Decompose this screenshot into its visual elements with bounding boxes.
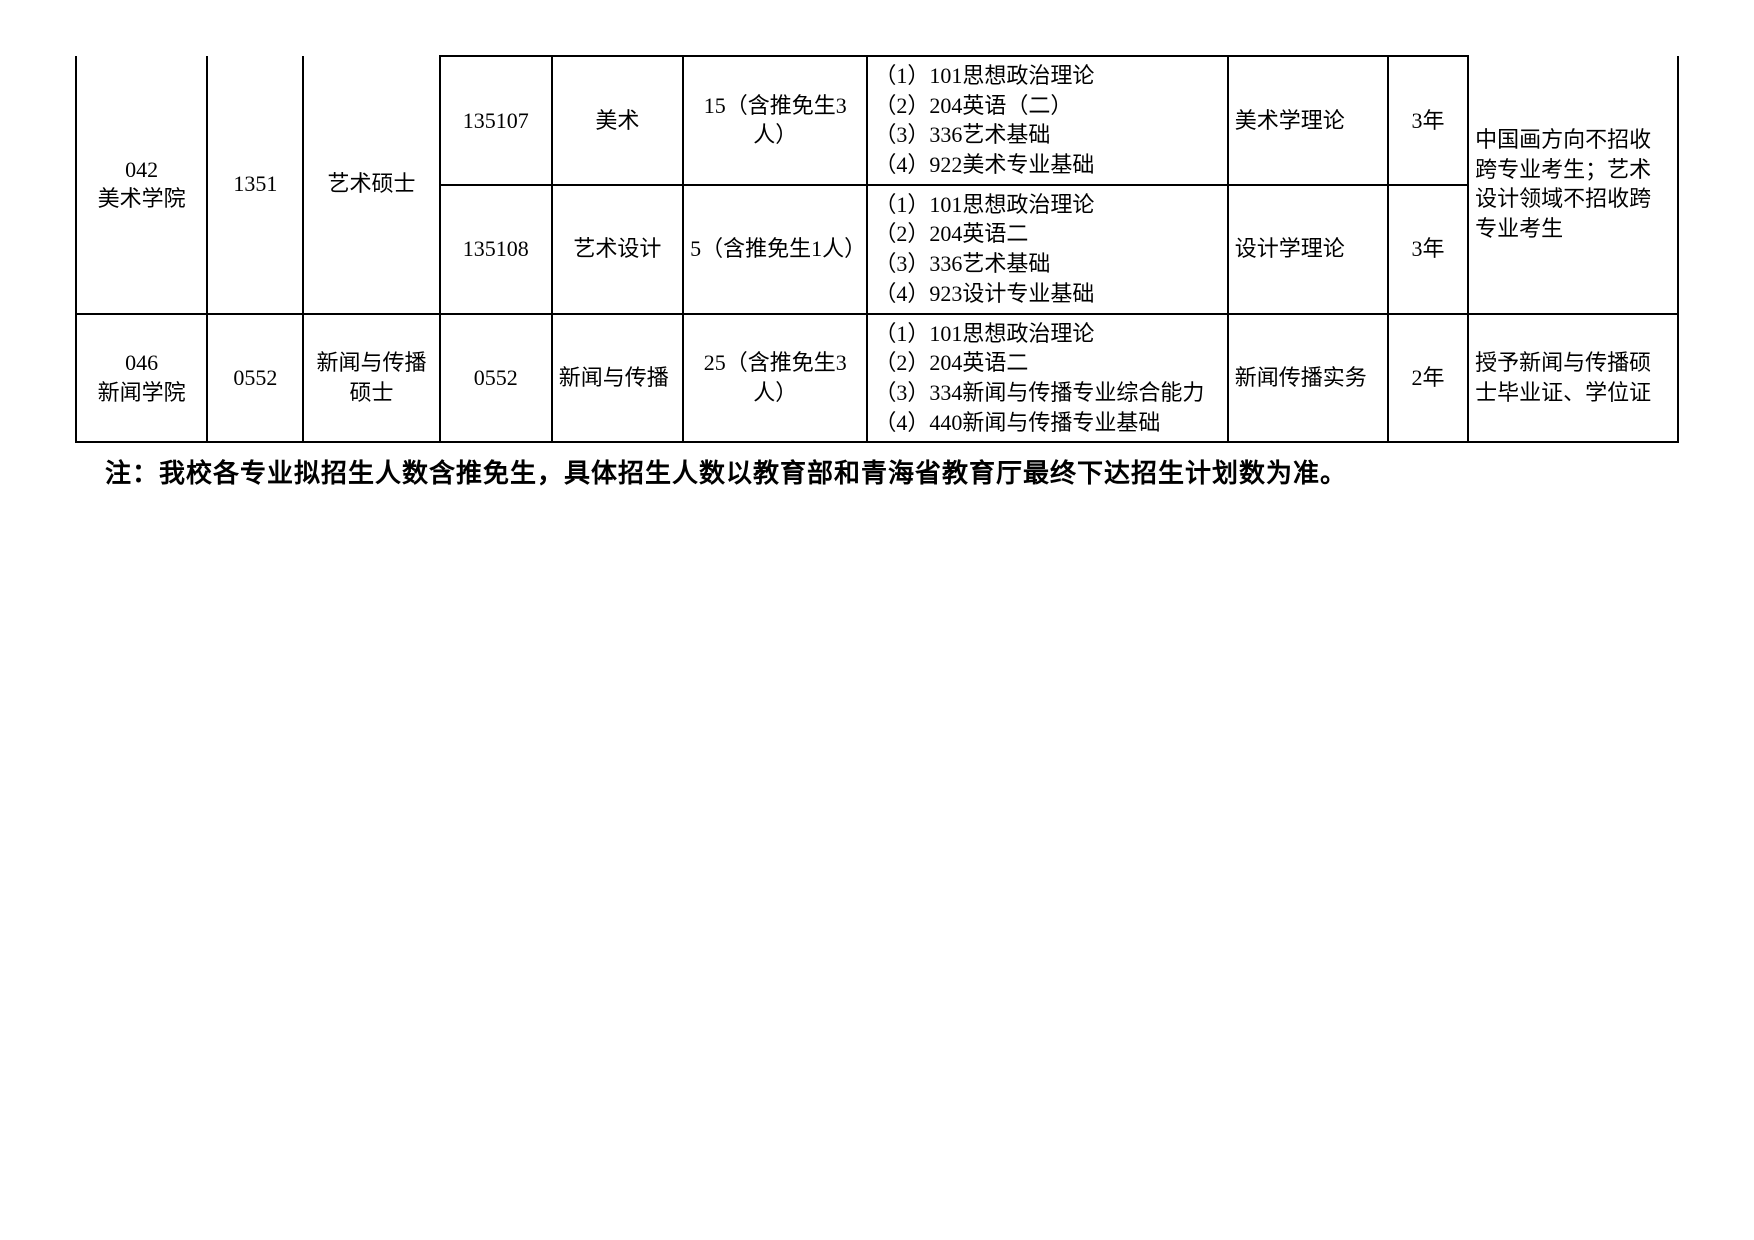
table-cell: （1）101思想政治理论（2）204英语（二）（3）336艺术基础（4）922美… xyxy=(867,56,1227,185)
table-cell: 中国画方向不招收跨专业考生；艺术设计领域不招收跨专业考生 xyxy=(1468,56,1678,314)
table-cell: 5（含推免生1人） xyxy=(683,185,867,314)
table-cell: 0552 xyxy=(440,314,552,443)
table-cell: 0552 xyxy=(207,314,303,443)
table-cell: （1）101思想政治理论（2）204英语二（3）334新闻与传播专业综合能力（4… xyxy=(867,314,1227,443)
table-cell: 25（含推免生3人） xyxy=(683,314,867,443)
table-cell: 3年 xyxy=(1388,56,1468,185)
table-cell: 设计学理论 xyxy=(1228,185,1388,314)
table-cell: 艺术设计 xyxy=(552,185,683,314)
table-cell: 美术学理论 xyxy=(1228,56,1388,185)
table-cell: （1）101思想政治理论（2）204英语二（3）336艺术基础（4）923设计专… xyxy=(867,185,1227,314)
table-cell: 新闻传播实务 xyxy=(1228,314,1388,443)
table-cell: 3年 xyxy=(1388,185,1468,314)
table-cell: 042美术学院 xyxy=(76,56,207,314)
table-cell: 新闻与传播 xyxy=(552,314,683,443)
program-table: 042美术学院1351艺术硕士135107美术15（含推免生3人）（1）101思… xyxy=(75,55,1679,443)
table-row: 046新闻学院0552新闻与传播硕士0552新闻与传播25（含推免生3人）（1）… xyxy=(76,314,1678,443)
table-cell: 授予新闻与传播硕士毕业证、学位证 xyxy=(1468,314,1678,443)
table-cell: 135108 xyxy=(440,185,552,314)
table-cell: 046新闻学院 xyxy=(76,314,207,443)
footnote: 注：我校各专业拟招生人数含推免生，具体招生人数以教育部和青海省教育厅最终下达招生… xyxy=(75,453,1679,490)
table-cell: 1351 xyxy=(207,56,303,314)
table-cell: 艺术硕士 xyxy=(303,56,439,314)
table-cell: 135107 xyxy=(440,56,552,185)
table-row: 042美术学院1351艺术硕士135107美术15（含推免生3人）（1）101思… xyxy=(76,56,1678,185)
table-cell: 美术 xyxy=(552,56,683,185)
table-cell: 新闻与传播硕士 xyxy=(303,314,439,443)
table-cell: 15（含推免生3人） xyxy=(683,56,867,185)
table-cell: 2年 xyxy=(1388,314,1468,443)
